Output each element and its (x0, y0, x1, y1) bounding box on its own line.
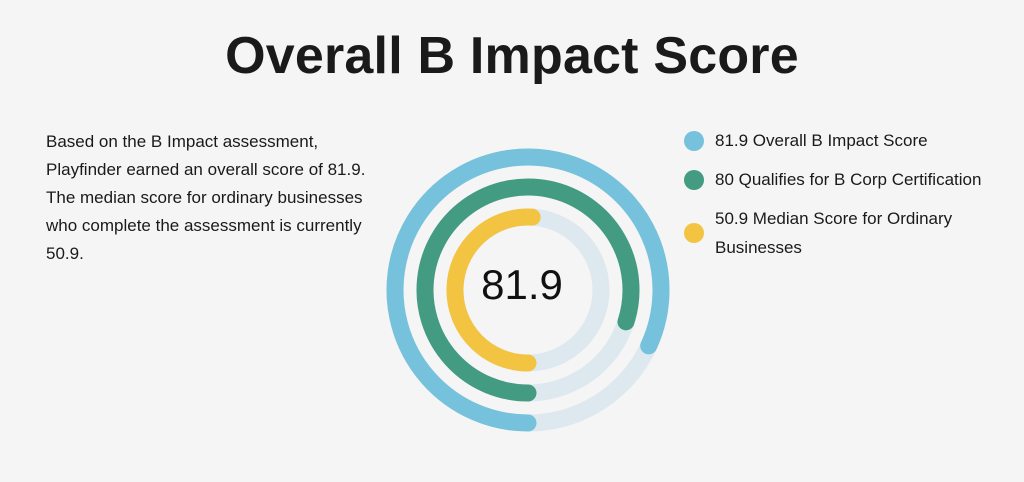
legend-item: 50.9 Median Score for Ordinary Businesse… (684, 204, 984, 262)
chart-legend: 81.9 Overall B Impact Score 80 Qualifies … (684, 126, 984, 272)
chart-arcs (386, 148, 670, 432)
legend-dot-icon (684, 223, 704, 243)
chart-arc-1 (386, 148, 670, 432)
center-score-value: 81.9 (481, 261, 563, 308)
legend-dot-icon (684, 130, 704, 151)
radial-score-chart: 81.9 (360, 140, 680, 450)
chart-arc-2 (416, 178, 640, 402)
legend-label: 80 Qualifies for B Corp Certification (715, 170, 982, 189)
legend-label: 50.9 Median Score for Ordinary Businesse… (715, 209, 953, 257)
legend-item: 80 Qualifies for B Corp Certification (684, 165, 984, 194)
legend-item: 81.9 Overall B Impact Score (684, 126, 984, 155)
page-title: Overall B Impact Score (225, 27, 799, 85)
score-description: Based on the B Impact assessment, Playfi… (46, 132, 366, 263)
legend-dot-icon (684, 169, 704, 190)
legend-label: 81.9 Overall B Impact Score (715, 131, 928, 150)
chart-arc-3 (446, 208, 541, 372)
radial-chart-svg: 81.9 (386, 148, 670, 432)
